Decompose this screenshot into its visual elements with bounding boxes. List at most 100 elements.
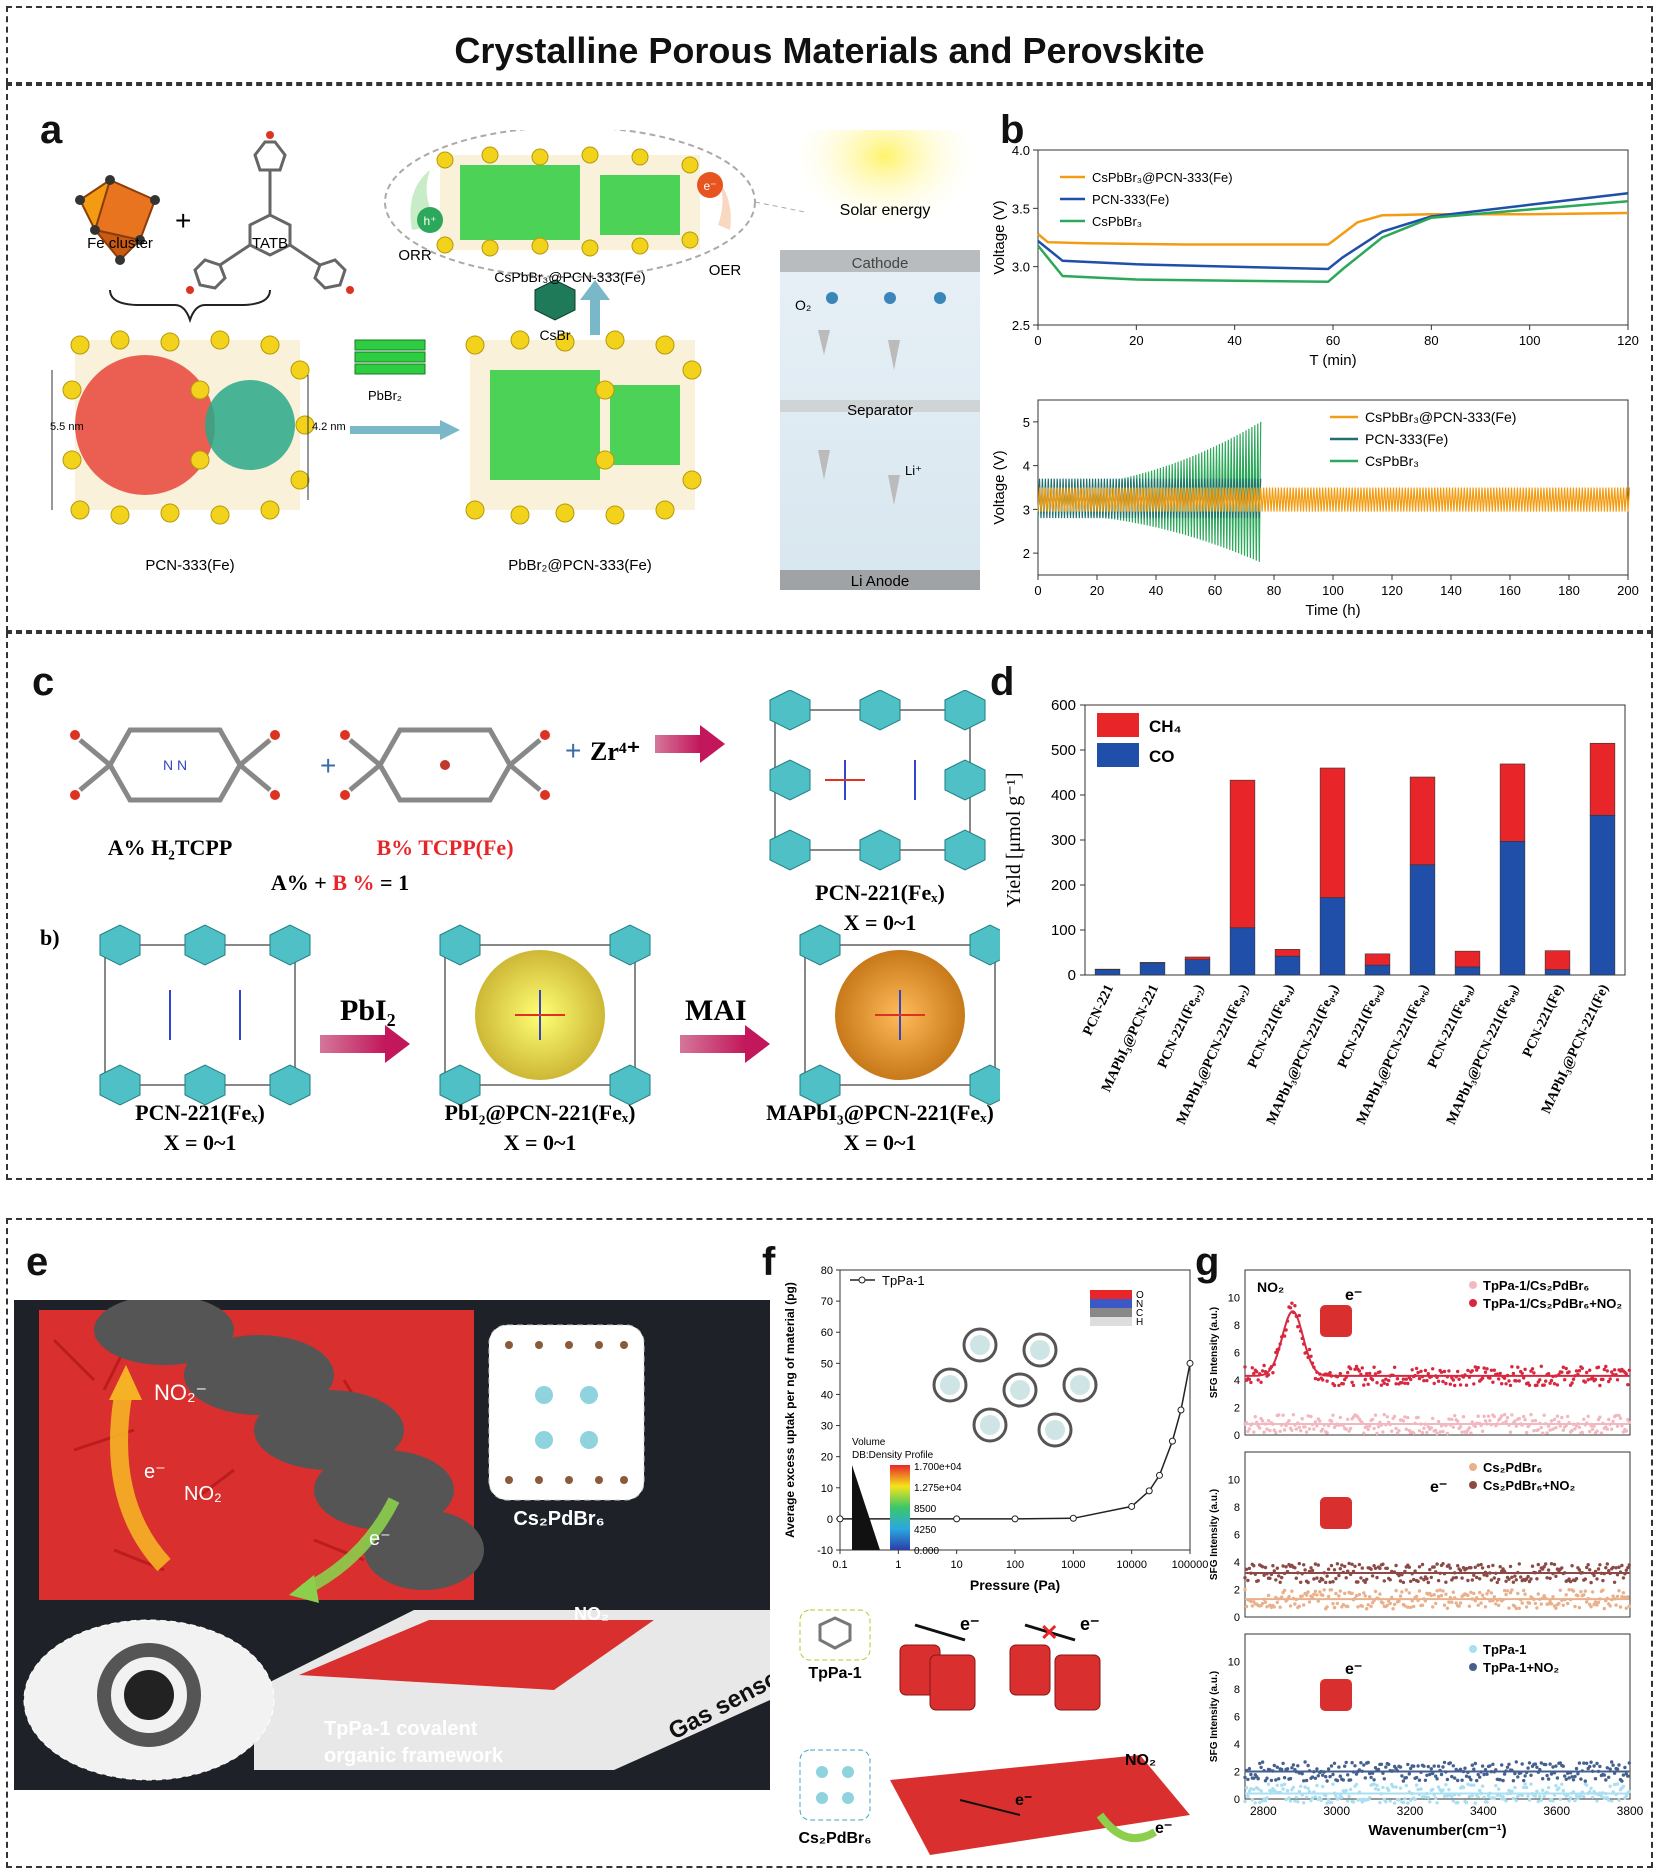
- data-point: [1423, 1368, 1428, 1373]
- data-point: [1611, 1763, 1615, 1767]
- data-point: [1588, 1429, 1592, 1434]
- data-point: [1533, 1601, 1538, 1606]
- data-point: [1472, 1783, 1476, 1787]
- data-point: [1568, 1796, 1573, 1800]
- data-point: [1316, 1774, 1320, 1778]
- plot-frame: [1037, 399, 1629, 576]
- data-point: [1247, 1377, 1252, 1381]
- no2-label-f: NO₂: [1125, 1752, 1156, 1769]
- data-point: [1548, 1381, 1552, 1385]
- y-tick-label: 40: [821, 1389, 833, 1401]
- data-point: [1539, 1602, 1543, 1606]
- data-point: [1297, 1425, 1301, 1429]
- data-point: [1338, 1371, 1342, 1376]
- data-point: [1561, 1764, 1565, 1768]
- x-tick-label: 40: [1227, 333, 1241, 348]
- data-point: [1513, 1785, 1517, 1790]
- data-point: [1497, 1377, 1501, 1381]
- svg-text:e⁻: e⁻: [703, 179, 716, 193]
- data-point: [1561, 1428, 1565, 1432]
- data-point: [1294, 1795, 1298, 1799]
- data-point: [1586, 1378, 1590, 1382]
- data-point: [1510, 1789, 1514, 1793]
- data-point: [1620, 1595, 1624, 1599]
- data-point: [1585, 1370, 1589, 1375]
- data-point: [1445, 1431, 1450, 1436]
- data-point: [1469, 1783, 1473, 1787]
- data-point: [1397, 1429, 1401, 1433]
- data-point: [1485, 1592, 1489, 1596]
- x-axis-label: T (min): [1309, 352, 1356, 369]
- data-point: [1577, 1761, 1582, 1765]
- data-point: [1382, 1579, 1386, 1583]
- data-point: [1527, 1761, 1532, 1765]
- data-point: [1624, 1794, 1628, 1798]
- data-point: [1507, 1762, 1511, 1766]
- data-point: [1507, 1788, 1511, 1793]
- data-point: [1431, 1787, 1435, 1792]
- data-point: [1256, 1579, 1260, 1583]
- data-point: [1321, 1784, 1325, 1789]
- data-point: [1573, 1604, 1577, 1609]
- data-point: [1529, 1782, 1533, 1786]
- bar: [1274, 955, 1301, 976]
- data-point: [1425, 1577, 1429, 1581]
- data-point: [1250, 1798, 1254, 1802]
- data-point: [1526, 1766, 1530, 1770]
- data-point: [1346, 1773, 1350, 1777]
- legend-label: TpPa-1+NO₂: [1483, 1660, 1559, 1675]
- data-point: [1460, 1430, 1464, 1434]
- data-point: [1315, 1424, 1319, 1428]
- section-cd: [6, 632, 1653, 1180]
- data-point: [1511, 1796, 1516, 1801]
- data-point: [1412, 1431, 1416, 1435]
- data-point: [1373, 1372, 1378, 1376]
- data-point: [1425, 1430, 1429, 1435]
- colorbar-tick: 1.275e+04: [914, 1483, 962, 1494]
- y-tick-label: 600: [1051, 697, 1076, 714]
- data-point: [1392, 1365, 1397, 1369]
- data-point: [1338, 1415, 1342, 1420]
- data-point: [1375, 1431, 1379, 1436]
- data-point: [1256, 1777, 1260, 1781]
- data-point: [1583, 1577, 1587, 1581]
- data-point: [1529, 1577, 1533, 1581]
- data-point: [1155, 1471, 1163, 1479]
- data-point: [1574, 1766, 1579, 1771]
- data-point: [1423, 1778, 1428, 1782]
- data-point: [1441, 1589, 1445, 1593]
- panel-label-b: b: [1000, 108, 1025, 152]
- data-point: [1444, 1580, 1448, 1584]
- data-point: [1372, 1782, 1376, 1786]
- data-point: [1590, 1795, 1595, 1799]
- data-point: [1476, 1772, 1480, 1777]
- data-point: [1456, 1419, 1460, 1423]
- data-point: [1604, 1778, 1608, 1782]
- data-point: [1486, 1794, 1491, 1798]
- legend-marker: [1469, 1645, 1477, 1653]
- chart-b-top: 0 20 40 60 80 100 120 2.5 3.0 3.5 4.0 T (min) Voltag…: [991, 143, 1639, 369]
- data-point: [1469, 1566, 1473, 1570]
- bar: [1544, 969, 1571, 976]
- data-point: [1271, 1371, 1275, 1375]
- data-point: [1554, 1764, 1558, 1768]
- data-point: [1504, 1419, 1508, 1424]
- x-tick-label: 60: [1326, 333, 1340, 348]
- data-point: [1280, 1767, 1284, 1772]
- data-point: [1282, 1588, 1287, 1593]
- data-point: [1579, 1590, 1583, 1594]
- li-label: Li⁺: [905, 463, 922, 478]
- data-point: [1243, 1588, 1247, 1592]
- data-point: [1582, 1417, 1586, 1421]
- cof-label-line1: TpPa-1 covalent: [324, 1718, 478, 1740]
- data-point: [1567, 1588, 1571, 1592]
- data-point: [1505, 1416, 1510, 1420]
- data-point: [1406, 1762, 1410, 1767]
- data-point: [1294, 1427, 1298, 1431]
- data-point: [1326, 1567, 1331, 1571]
- data-point: [1249, 1787, 1253, 1791]
- data-point: [1498, 1371, 1502, 1376]
- data-point: [1186, 1359, 1194, 1367]
- data-point: [1546, 1785, 1551, 1790]
- data-point: [1497, 1577, 1501, 1582]
